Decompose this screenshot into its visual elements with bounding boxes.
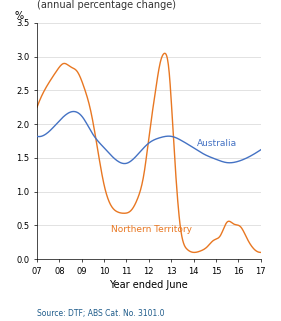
Text: Australia: Australia	[197, 139, 237, 148]
X-axis label: Year ended June: Year ended June	[110, 280, 188, 290]
Y-axis label: %: %	[15, 11, 24, 21]
Text: (annual percentage change): (annual percentage change)	[37, 0, 176, 10]
Text: Northern Territory: Northern Territory	[111, 225, 192, 234]
Text: Source: DTF; ABS Cat. No. 3101.0: Source: DTF; ABS Cat. No. 3101.0	[37, 309, 164, 318]
